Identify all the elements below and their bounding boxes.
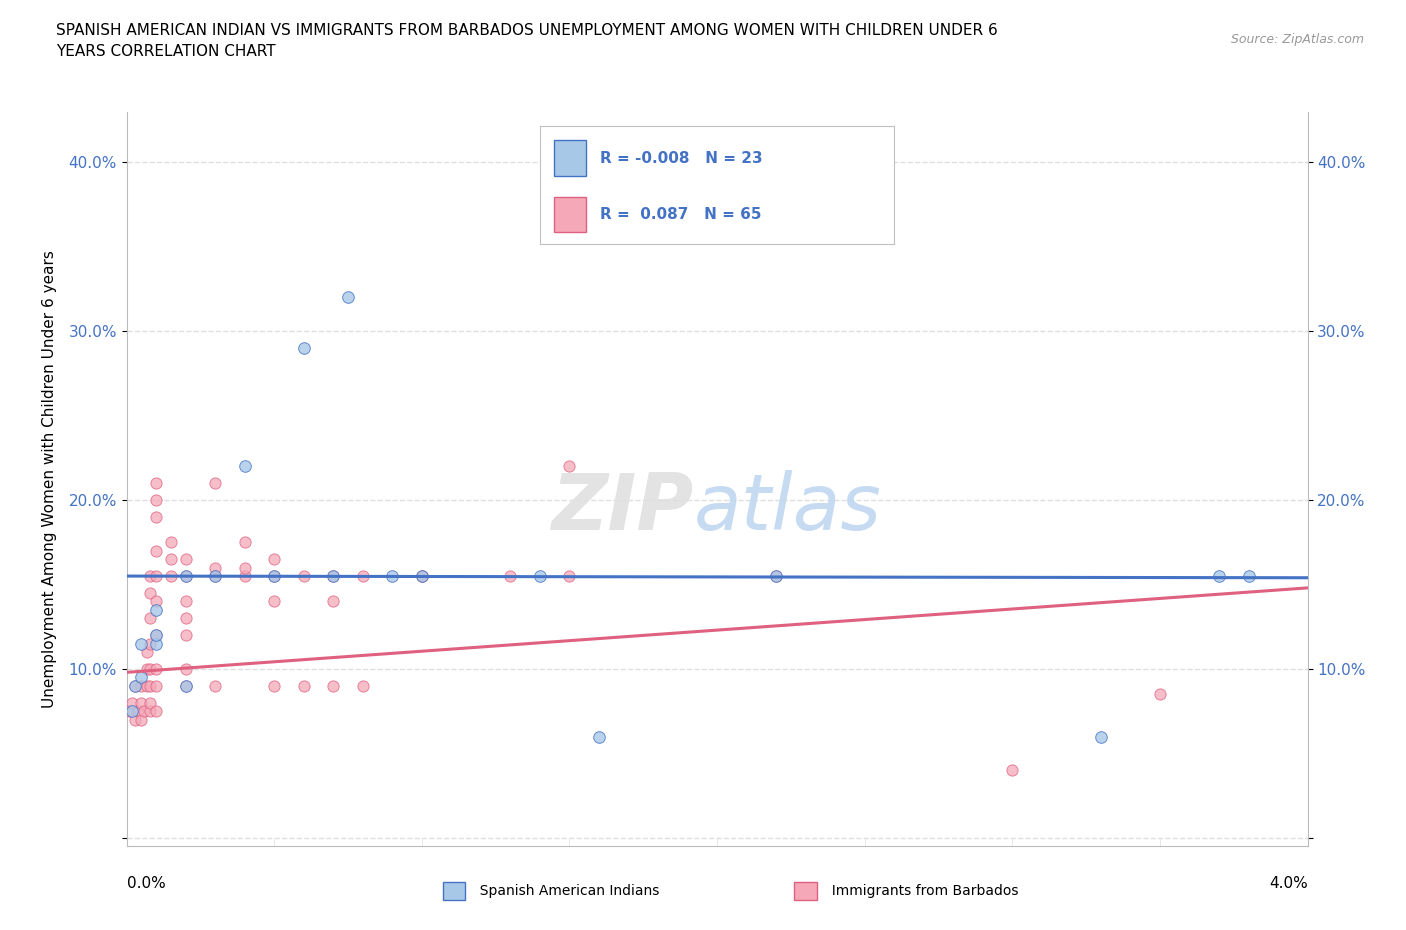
- Point: [124, 712, 146, 727]
- Point: [1001, 763, 1024, 777]
- Point: [322, 568, 344, 583]
- Point: [765, 568, 787, 583]
- Point: [127, 704, 149, 719]
- Point: [263, 568, 285, 583]
- Point: [263, 594, 285, 609]
- Point: [139, 704, 162, 719]
- Point: [352, 568, 374, 583]
- Point: [145, 543, 167, 558]
- Point: [145, 594, 167, 609]
- Point: [139, 636, 162, 651]
- Point: [124, 678, 146, 693]
- Point: [145, 704, 167, 719]
- Point: [1090, 729, 1112, 744]
- Point: [129, 670, 153, 684]
- Point: [129, 636, 153, 651]
- Point: [139, 611, 162, 626]
- Text: Spanish American Indians: Spanish American Indians: [471, 884, 659, 898]
- Point: [233, 535, 256, 550]
- Text: SPANISH AMERICAN INDIAN VS IMMIGRANTS FROM BARBADOS UNEMPLOYMENT AMONG WOMEN WIT: SPANISH AMERICAN INDIAN VS IMMIGRANTS FR…: [56, 23, 998, 60]
- Point: [411, 568, 433, 583]
- Point: [174, 661, 197, 676]
- Point: [139, 696, 162, 711]
- Point: [145, 661, 167, 676]
- Point: [145, 476, 167, 491]
- Point: [529, 568, 551, 583]
- Point: [136, 644, 159, 659]
- Point: [129, 712, 153, 727]
- Point: [588, 729, 610, 744]
- Point: [121, 696, 143, 711]
- Point: [139, 678, 162, 693]
- Point: [204, 476, 226, 491]
- Point: [145, 628, 167, 643]
- Point: [174, 628, 197, 643]
- Point: [322, 678, 344, 693]
- Text: ZIP: ZIP: [551, 471, 693, 546]
- Point: [233, 458, 256, 473]
- Point: [263, 551, 285, 566]
- Y-axis label: Unemployment Among Women with Children Under 6 years: Unemployment Among Women with Children U…: [42, 250, 58, 708]
- Point: [174, 594, 197, 609]
- Point: [322, 568, 344, 583]
- Point: [233, 560, 256, 575]
- Point: [160, 535, 183, 550]
- Point: [174, 678, 197, 693]
- Point: [160, 568, 183, 583]
- Point: [1208, 568, 1230, 583]
- Point: [263, 678, 285, 693]
- Point: [136, 661, 159, 676]
- Point: [160, 551, 183, 566]
- Point: [1237, 568, 1260, 583]
- Point: [204, 678, 226, 693]
- Point: [129, 696, 153, 711]
- Point: [322, 594, 344, 609]
- Text: 0.0%: 0.0%: [127, 876, 166, 891]
- Point: [174, 551, 197, 566]
- Point: [118, 704, 141, 719]
- Point: [145, 568, 167, 583]
- Point: [337, 290, 360, 305]
- Point: [263, 568, 285, 583]
- Point: [411, 568, 433, 583]
- Point: [174, 678, 197, 693]
- Point: [381, 568, 404, 583]
- Point: [292, 568, 315, 583]
- Point: [1149, 687, 1171, 702]
- Point: [145, 678, 167, 693]
- Text: Immigrants from Barbados: Immigrants from Barbados: [823, 884, 1018, 898]
- Point: [411, 568, 433, 583]
- Point: [292, 678, 315, 693]
- Point: [139, 661, 162, 676]
- Point: [145, 603, 167, 618]
- Text: 4.0%: 4.0%: [1268, 876, 1308, 891]
- Point: [134, 704, 156, 719]
- Point: [124, 678, 146, 693]
- Point: [233, 568, 256, 583]
- Point: [558, 568, 581, 583]
- Point: [121, 704, 143, 719]
- Point: [292, 340, 315, 355]
- Point: [558, 458, 581, 473]
- Point: [136, 678, 159, 693]
- Point: [145, 628, 167, 643]
- Point: [204, 568, 226, 583]
- Text: Source: ZipAtlas.com: Source: ZipAtlas.com: [1230, 33, 1364, 46]
- Point: [352, 678, 374, 693]
- Point: [174, 611, 197, 626]
- Point: [129, 678, 153, 693]
- Point: [765, 568, 787, 583]
- Text: atlas: atlas: [693, 471, 882, 546]
- Point: [174, 568, 197, 583]
- Point: [499, 568, 522, 583]
- Point: [204, 568, 226, 583]
- Point: [204, 560, 226, 575]
- Point: [174, 568, 197, 583]
- Point: [139, 586, 162, 601]
- Point: [139, 568, 162, 583]
- Point: [145, 510, 167, 525]
- Point: [145, 636, 167, 651]
- Point: [145, 493, 167, 508]
